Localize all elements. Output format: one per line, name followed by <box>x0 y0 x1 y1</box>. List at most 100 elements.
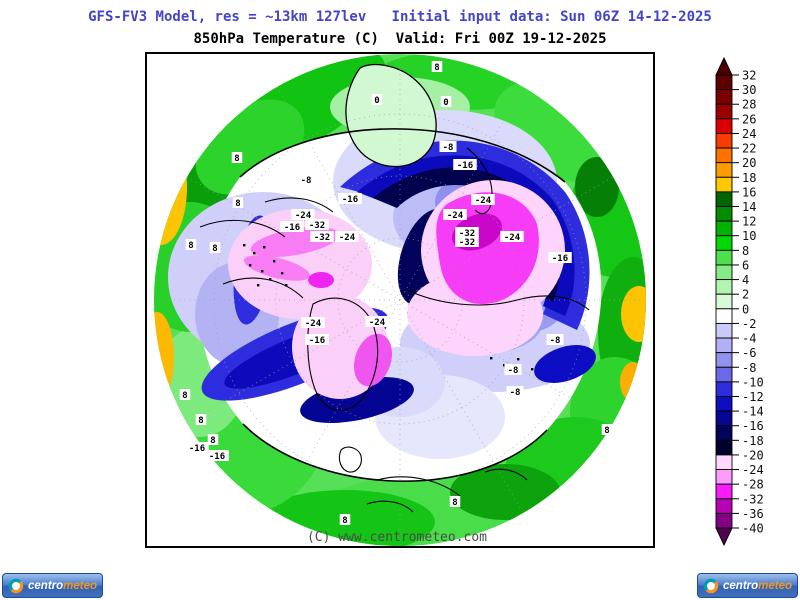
contour-label: -24 <box>365 316 389 328</box>
colorbar-tick-label: -40 <box>742 522 764 536</box>
colorbar-tick-label: 22 <box>742 142 756 156</box>
centrometeo-ring-icon <box>703 578 719 594</box>
svg-text:8: 8 <box>188 241 193 251</box>
svg-text:-8: -8 <box>550 336 561 346</box>
contour-label: -8 <box>297 174 315 186</box>
contour-label: -8 <box>506 386 524 398</box>
colorbar-tick-label: 12 <box>742 215 756 229</box>
svg-text:8: 8 <box>235 199 240 209</box>
colorbar-tick-label: 4 <box>742 273 749 287</box>
svg-text:8: 8 <box>452 498 457 508</box>
contour-label: -16 <box>548 252 572 264</box>
logo-wordmark: centrometeo <box>723 579 793 592</box>
svg-text:-24: -24 <box>295 211 312 221</box>
svg-text:-24: -24 <box>504 233 521 243</box>
svg-text:-32: -32 <box>459 229 475 239</box>
svg-text:-8: -8 <box>443 143 454 153</box>
colorbar-tick-label: -12 <box>742 390 764 404</box>
contour-label: -16 <box>205 450 229 462</box>
svg-text:-24: -24 <box>339 233 356 243</box>
colorbar-tick-label: 10 <box>742 229 756 243</box>
colorbar-tick-label: -36 <box>742 507 764 521</box>
svg-text:-32: -32 <box>309 221 325 231</box>
contour-label: -24 <box>291 209 315 221</box>
colorbar-tick-label: 16 <box>742 185 756 199</box>
colorbar-tick-label: -32 <box>742 492 764 506</box>
contour-label: -8 <box>546 334 564 346</box>
coastlines <box>199 128 590 513</box>
contour-label: 8 <box>195 414 207 426</box>
map-frame <box>145 52 655 548</box>
logo-wordmark: centrometeo <box>28 579 98 592</box>
colorbar-tick-label: -14 <box>742 405 764 419</box>
colorbar-tick-label: -20 <box>742 448 764 462</box>
svg-text:8: 8 <box>604 426 609 436</box>
svg-text:-8: -8 <box>510 388 521 398</box>
map-panel: 8 8 8 8 8 8 8 8 8 8 8 0 0 -8 -8 -8 -8 -8 -16 -16 -16 -16 -16 -1… <box>145 52 655 548</box>
contour-label: 8 <box>185 239 197 251</box>
svg-text:-16: -16 <box>457 161 473 171</box>
contour-label: -16 <box>305 334 329 346</box>
colorbar-tick-label: 8 <box>742 244 749 258</box>
colorbar-tick-label: 14 <box>742 200 756 214</box>
svg-text:-32: -32 <box>459 238 475 248</box>
svg-text:8: 8 <box>342 516 347 526</box>
centrometeo-logo-right[interactable]: centrometeo <box>697 573 798 598</box>
colorbar-tick-label: -16 <box>742 419 764 433</box>
contour-label: -32 <box>455 227 479 239</box>
contour-label: 8 <box>207 434 219 446</box>
contour-label: 8 <box>449 496 461 508</box>
svg-text:8: 8 <box>210 436 215 446</box>
colorbar-tick-label: -6 <box>742 346 756 360</box>
contour-label: -24 <box>335 231 359 243</box>
graticule <box>154 54 646 546</box>
svg-text:-16: -16 <box>189 444 205 454</box>
terrain-speckles <box>243 244 534 371</box>
contour-label: -32 <box>455 236 479 248</box>
contour-label: -24 <box>443 209 467 221</box>
colorbar-tick-label: 28 <box>742 98 756 112</box>
contour-label: -16 <box>338 193 362 205</box>
svg-text:8: 8 <box>434 63 439 73</box>
contour-label: -24 <box>471 194 495 206</box>
colorbar-scale: 32302826242220181614121086420-2-4-6-8-10… <box>715 56 764 547</box>
contour-label: -8 <box>439 141 457 153</box>
centrometeo-ring-icon <box>8 578 24 594</box>
contour-label: 0 <box>440 96 452 108</box>
temperature-colorbar: 32 30 28 26 24 22 20 18 16 14 12 10 8 6 4 2 0 -2 -4 -6 -8 -10… <box>698 55 800 555</box>
svg-text:-24: -24 <box>369 318 386 328</box>
contour-label: -16 <box>280 221 304 233</box>
svg-text:0: 0 <box>443 98 448 108</box>
contour-label: -16 <box>185 442 209 454</box>
colorbar-tick-label: -8 <box>742 361 756 375</box>
contour-label: -24 <box>500 231 524 243</box>
svg-text:-24: -24 <box>447 211 464 221</box>
contour-label: 0 <box>371 94 383 106</box>
contour-label: 8 <box>179 389 191 401</box>
field-valid-title: 850hPa Temperature (C) Valid: Fri 00Z 19… <box>193 31 607 47</box>
colorbar-tick-label: -2 <box>742 317 756 331</box>
centrometeo-logo-left[interactable]: centrometeo <box>2 573 103 598</box>
contour-label: -8 <box>504 364 522 376</box>
svg-text:-32: -32 <box>314 233 330 243</box>
svg-text:0: 0 <box>374 96 379 106</box>
contour-label: 8 <box>209 242 221 254</box>
svg-text:-8: -8 <box>508 366 519 376</box>
colorbar-tick-label: -10 <box>742 375 764 389</box>
svg-text:8: 8 <box>198 416 203 426</box>
contour-label: 8 <box>231 152 243 164</box>
colorbar-tick-label: 24 <box>742 127 756 141</box>
model-run-title: GFS-FV3 Model, res = ~13km 127lev Initia… <box>88 9 712 25</box>
contour-label: 8 <box>339 514 351 526</box>
colorbar-tick-label: 30 <box>742 83 756 97</box>
colorbar-tick-label: 26 <box>742 112 756 126</box>
svg-text:8: 8 <box>212 244 217 254</box>
colorbar-tick-label: -24 <box>742 463 764 477</box>
colorbar-tick-label: -4 <box>742 332 756 346</box>
colorbar-tick-label: -18 <box>742 434 764 448</box>
colorbar-tick-label: 0 <box>742 302 749 316</box>
svg-text:-16: -16 <box>284 223 300 233</box>
